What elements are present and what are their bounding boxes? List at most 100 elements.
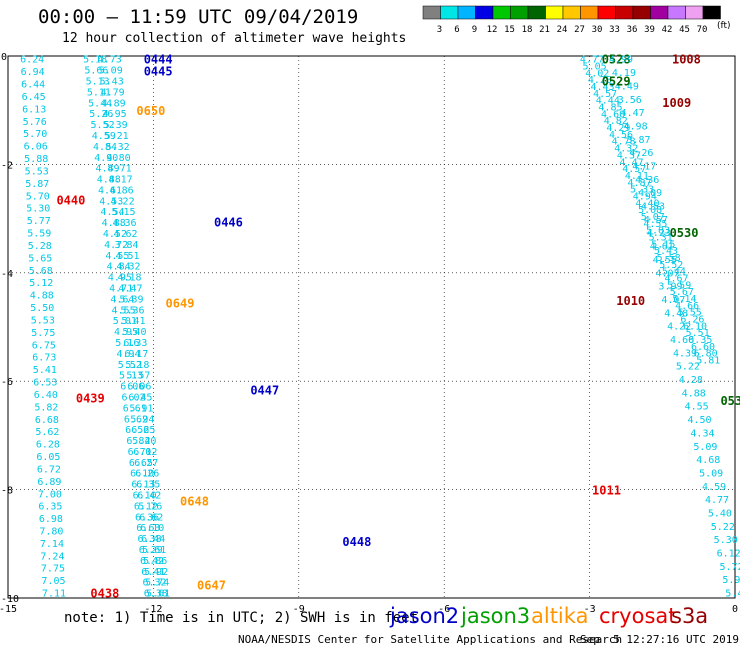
- swh-value-label: 4.95: [108, 273, 132, 284]
- swh-value-label: 6.36: [135, 512, 159, 523]
- swh-value-label: 6.75: [32, 340, 56, 351]
- swh-value-label: 5.59: [667, 280, 691, 291]
- swh-value-label: 5.14: [672, 294, 696, 305]
- track-id-label: 1010: [616, 294, 645, 308]
- colorbar-tick-label: 70: [697, 25, 708, 35]
- swh-value-label: 6.60: [691, 342, 715, 353]
- swh-value-label: 5.03: [646, 226, 670, 237]
- swh-value-label: 4.17: [632, 161, 656, 172]
- track-id-label: 1011: [592, 484, 621, 498]
- swh-value-label: 6.73: [32, 353, 56, 364]
- swh-value-label: 5.18: [83, 55, 107, 66]
- swh-value-label: 6.89: [37, 477, 61, 488]
- swh-value-label: 4.71: [108, 164, 132, 175]
- colorbar-tick-label: 3: [437, 25, 442, 35]
- swh-value-label: 5.15: [112, 207, 136, 218]
- swh-value-label: 4.26: [629, 148, 653, 159]
- track-id-label: 0438: [90, 587, 119, 601]
- swh-value-label: 4.55: [112, 305, 136, 316]
- swh-value-label: 5.76: [23, 117, 47, 128]
- swh-value-label: 4.60: [670, 335, 694, 346]
- colorbar-tick-label: 42: [662, 25, 673, 35]
- swh-value-label: 7.00: [38, 489, 62, 500]
- track-id-label: 0445: [144, 65, 173, 79]
- swh-value-label: 4.80: [107, 153, 131, 164]
- swh-value-label: 4.66: [675, 301, 699, 312]
- swh-value-label: 4.64: [110, 294, 134, 305]
- swh-value-label: 6.94: [21, 67, 45, 78]
- swh-value-label: 5.51: [686, 328, 710, 339]
- swh-value-label: 6.28: [36, 440, 60, 451]
- y-tick-label: -8: [1, 486, 13, 497]
- swh-value-label: 6.02: [133, 447, 157, 458]
- swh-value-label: 5.58: [657, 253, 681, 264]
- swh-value-label: 4.94: [117, 349, 141, 360]
- colorbar-tick-label: 24: [557, 25, 568, 35]
- x-tick-label: -3: [584, 604, 596, 615]
- track-id-label: 0528: [602, 53, 631, 67]
- swh-value-label: 5.22: [711, 522, 735, 533]
- swh-value-label: 6.68: [35, 415, 59, 426]
- swh-value-label: 5.40: [708, 508, 732, 519]
- swh-value-label: 4.07: [661, 295, 685, 306]
- swh-value-label: 6.40: [34, 390, 58, 401]
- swh-value-label: 6.45: [128, 392, 152, 403]
- colorbar-tick-label: 39: [644, 25, 655, 35]
- swh-value-label: 6.17: [124, 349, 148, 360]
- swh-value-label: 5.01: [113, 316, 137, 327]
- swh-value-label: 5.13: [86, 77, 110, 88]
- swh-value-label: 5.12: [29, 278, 53, 289]
- colorbar-tick-label: 12: [487, 25, 498, 35]
- swh-value-label: 6.44: [21, 80, 45, 91]
- colorbar-tick-label: 6: [454, 25, 459, 35]
- track-id-label: 0531: [720, 394, 740, 408]
- swh-value-label: 4.94: [633, 191, 657, 202]
- swh-value-label: 4.52: [103, 229, 127, 240]
- swh-value-label: 6.53: [33, 378, 57, 389]
- swh-value-label: 4.88: [30, 291, 54, 302]
- colorbar-tick-label: 36: [627, 25, 638, 35]
- swh-value-label: 5.30: [714, 535, 738, 546]
- swh-value-label: 4.18: [117, 273, 141, 284]
- swh-value-label: 6.26: [135, 469, 159, 480]
- swh-value-label: 6.65: [129, 458, 153, 469]
- track-id-label: 1009: [662, 96, 691, 110]
- swh-value-label: 6.63: [136, 523, 160, 534]
- swh-value-label: 4.73: [98, 55, 122, 66]
- swh-value-label: 6.44: [141, 534, 165, 545]
- swh-value-label: 4.89: [102, 98, 126, 109]
- swh-value-label: 6.35: [136, 480, 160, 491]
- swh-value-label: 6.35: [38, 502, 62, 513]
- swh-value-label: 6.82: [126, 436, 150, 447]
- legend-entry-jason3: jason3: [461, 604, 531, 628]
- swh-value-label: 6.45: [22, 92, 46, 103]
- colorbar-tick-label: 18: [522, 25, 533, 35]
- swh-value-label: 4.99: [609, 55, 633, 66]
- swh-value-label: 7.05: [41, 576, 65, 587]
- swh-value-label: 5.43: [654, 246, 678, 257]
- swh-value-label: 5.52: [91, 120, 115, 131]
- swh-value-label: 6.33: [123, 338, 147, 349]
- swh-value-label: 4.36: [635, 175, 659, 186]
- swh-value-label: 4.23: [647, 228, 671, 239]
- swh-value-label: 5.53: [31, 315, 55, 326]
- swh-value-label: 7.80: [39, 527, 63, 538]
- swh-value-label: 5.65: [28, 253, 52, 264]
- swh-value-label: 5.82: [34, 402, 58, 413]
- swh-value-label: 6.13: [22, 104, 46, 115]
- swh-value-label: 5.43: [100, 77, 124, 88]
- swh-value-label: 6.10: [130, 469, 154, 480]
- swh-value-label: 5.31: [649, 232, 673, 243]
- swh-value-label: 5.07: [641, 212, 665, 223]
- swh-value-label: 7.24: [40, 551, 64, 562]
- swh-value-label: 4.84: [107, 262, 131, 273]
- swh-value-label: 4.50: [688, 415, 712, 426]
- swh-value-label: 4.60: [601, 109, 625, 120]
- swh-value-label: 6.41: [141, 567, 165, 578]
- swh-value-label: 6.02: [121, 392, 145, 403]
- swh-value-label: 6.98: [39, 514, 63, 525]
- swh-value-label: 6.26: [680, 315, 704, 326]
- swh-value-label: 5.77: [27, 216, 51, 227]
- swh-value-label: 5.11: [87, 87, 111, 98]
